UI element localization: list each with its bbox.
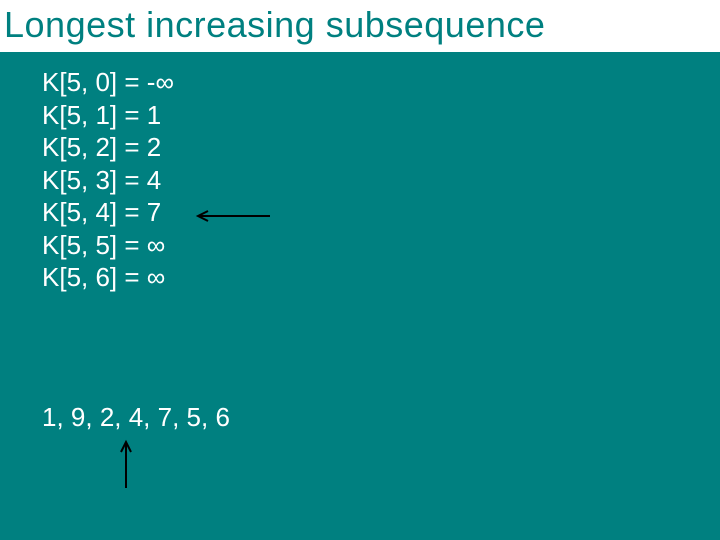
arrow-left-icon xyxy=(192,210,270,222)
k-row: K[5, 6] = ∞ xyxy=(42,261,174,294)
k-lhs: K[5, 5] xyxy=(42,230,117,260)
k-rhs: 7 xyxy=(147,197,161,227)
k-row: K[5, 2] = 2 xyxy=(42,131,174,164)
k-rhs: 2 xyxy=(147,132,161,162)
k-rhs: ∞ xyxy=(147,230,166,260)
k-row: K[5, 5] = ∞ xyxy=(42,229,174,262)
k-row: K[5, 0] = -∞ xyxy=(42,66,174,99)
k-rhs: ∞ xyxy=(147,262,166,292)
k-rhs: 4 xyxy=(147,165,161,195)
sequence-text: 1, 9, 2, 4, 7, 5, 6 xyxy=(42,402,230,433)
k-rhs: 1 xyxy=(147,100,161,130)
k-row: K[5, 1] = 1 xyxy=(42,99,174,132)
k-row: K[5, 3] = 4 xyxy=(42,164,174,197)
arrow-up-icon xyxy=(120,436,132,488)
slide: Longest increasing subsequence K[5, 0] =… xyxy=(0,0,720,540)
k-rhs: -∞ xyxy=(147,67,174,97)
k-table: K[5, 0] = -∞ K[5, 1] = 1 K[5, 2] = 2 K[5… xyxy=(42,66,174,294)
k-lhs: K[5, 3] xyxy=(42,165,117,195)
slide-title: Longest increasing subsequence xyxy=(0,0,720,52)
k-lhs: K[5, 2] xyxy=(42,132,117,162)
k-row: K[5, 4] = 7 xyxy=(42,196,174,229)
k-lhs: K[5, 6] xyxy=(42,262,117,292)
k-lhs: K[5, 4] xyxy=(42,197,117,227)
k-lhs: K[5, 1] xyxy=(42,100,117,130)
k-lhs: K[5, 0] xyxy=(42,67,117,97)
